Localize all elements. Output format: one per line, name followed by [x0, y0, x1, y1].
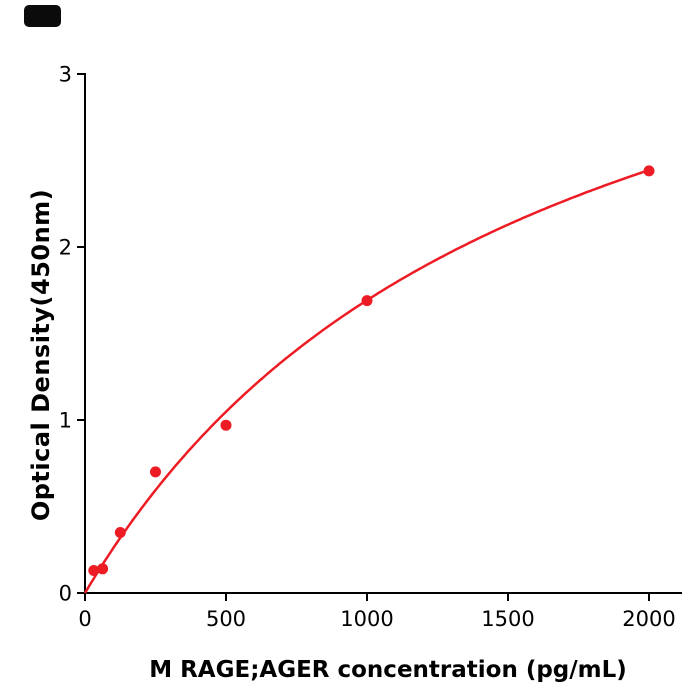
x-tick-label: 0	[78, 607, 91, 631]
data-point	[361, 295, 373, 307]
axis-spines	[84, 73, 682, 594]
data-point	[150, 466, 161, 478]
corner-mark	[24, 5, 61, 27]
x-tick-label: 1500	[481, 607, 534, 631]
x-axis-label: M RAGE;AGER concentration (pg/mL)	[149, 657, 627, 683]
y-tick-label: 2	[59, 236, 72, 260]
x-axis: 0 500 1000 1500 2000	[78, 593, 676, 631]
data-point	[88, 565, 100, 576]
data-point	[220, 419, 232, 431]
y-axis-label: Optical Density(450nm)	[27, 188, 55, 522]
data-point	[643, 165, 655, 177]
x-tick-label: 1000	[340, 607, 393, 631]
data-points	[88, 165, 655, 576]
fit-curve	[83, 168, 650, 594]
x-tick-label: 500	[206, 607, 246, 631]
y-tick-label: 3	[59, 63, 72, 87]
data-point	[114, 527, 126, 538]
y-tick-label: 1	[59, 409, 72, 433]
y-tick-label: 0	[59, 582, 72, 606]
data-point	[97, 563, 109, 575]
y-axis: 0 1 2 3	[59, 63, 85, 606]
x-tick-label: 2000	[622, 607, 675, 631]
